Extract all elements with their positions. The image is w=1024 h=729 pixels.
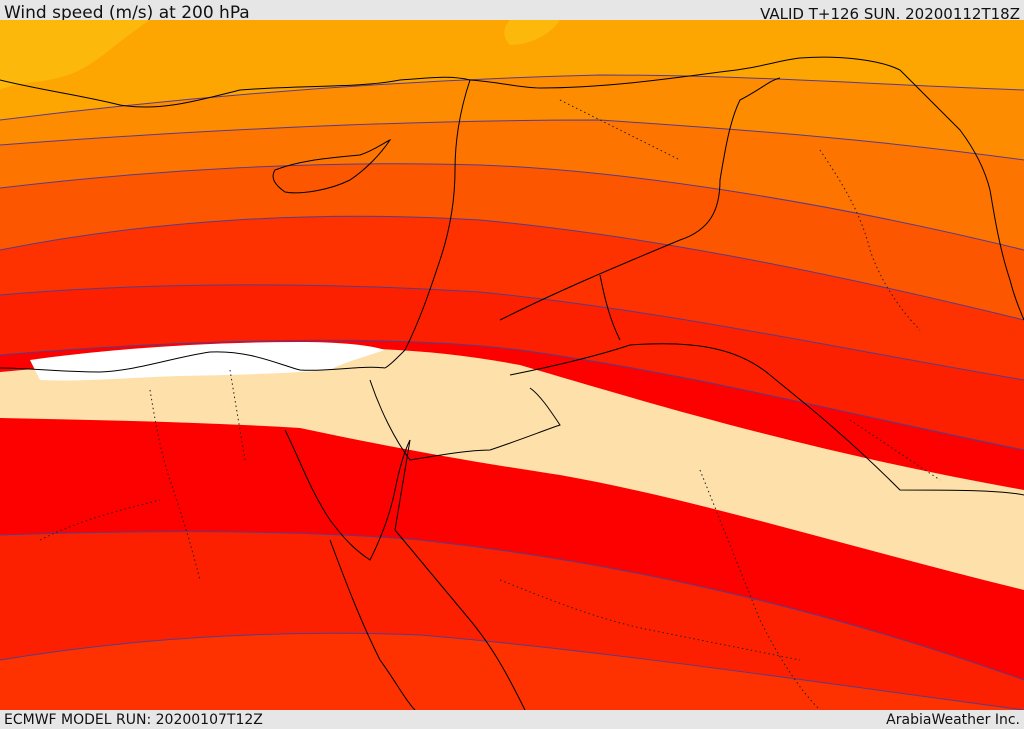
band-yellow-patch (0, 20, 150, 90)
contour-lines (0, 74, 1024, 710)
band-lower-red-orange (0, 633, 1024, 710)
jet-core (0, 348, 1024, 590)
model-run: ECMWF MODEL RUN: 20200107T12Z (4, 712, 263, 728)
credit: ArabiaWeather Inc. (886, 712, 1020, 728)
coastlines (0, 56, 1024, 710)
jet-core-white (30, 342, 385, 381)
admin-borders (39, 99, 941, 710)
map-title: Wind speed (m/s) at 200 hPa (4, 3, 250, 23)
band-yellow-patch-2 (504, 20, 560, 45)
valid-time: VALID T+126 SUN. 20200112T18Z (760, 5, 1020, 23)
wind-speed-map (0, 20, 1024, 710)
